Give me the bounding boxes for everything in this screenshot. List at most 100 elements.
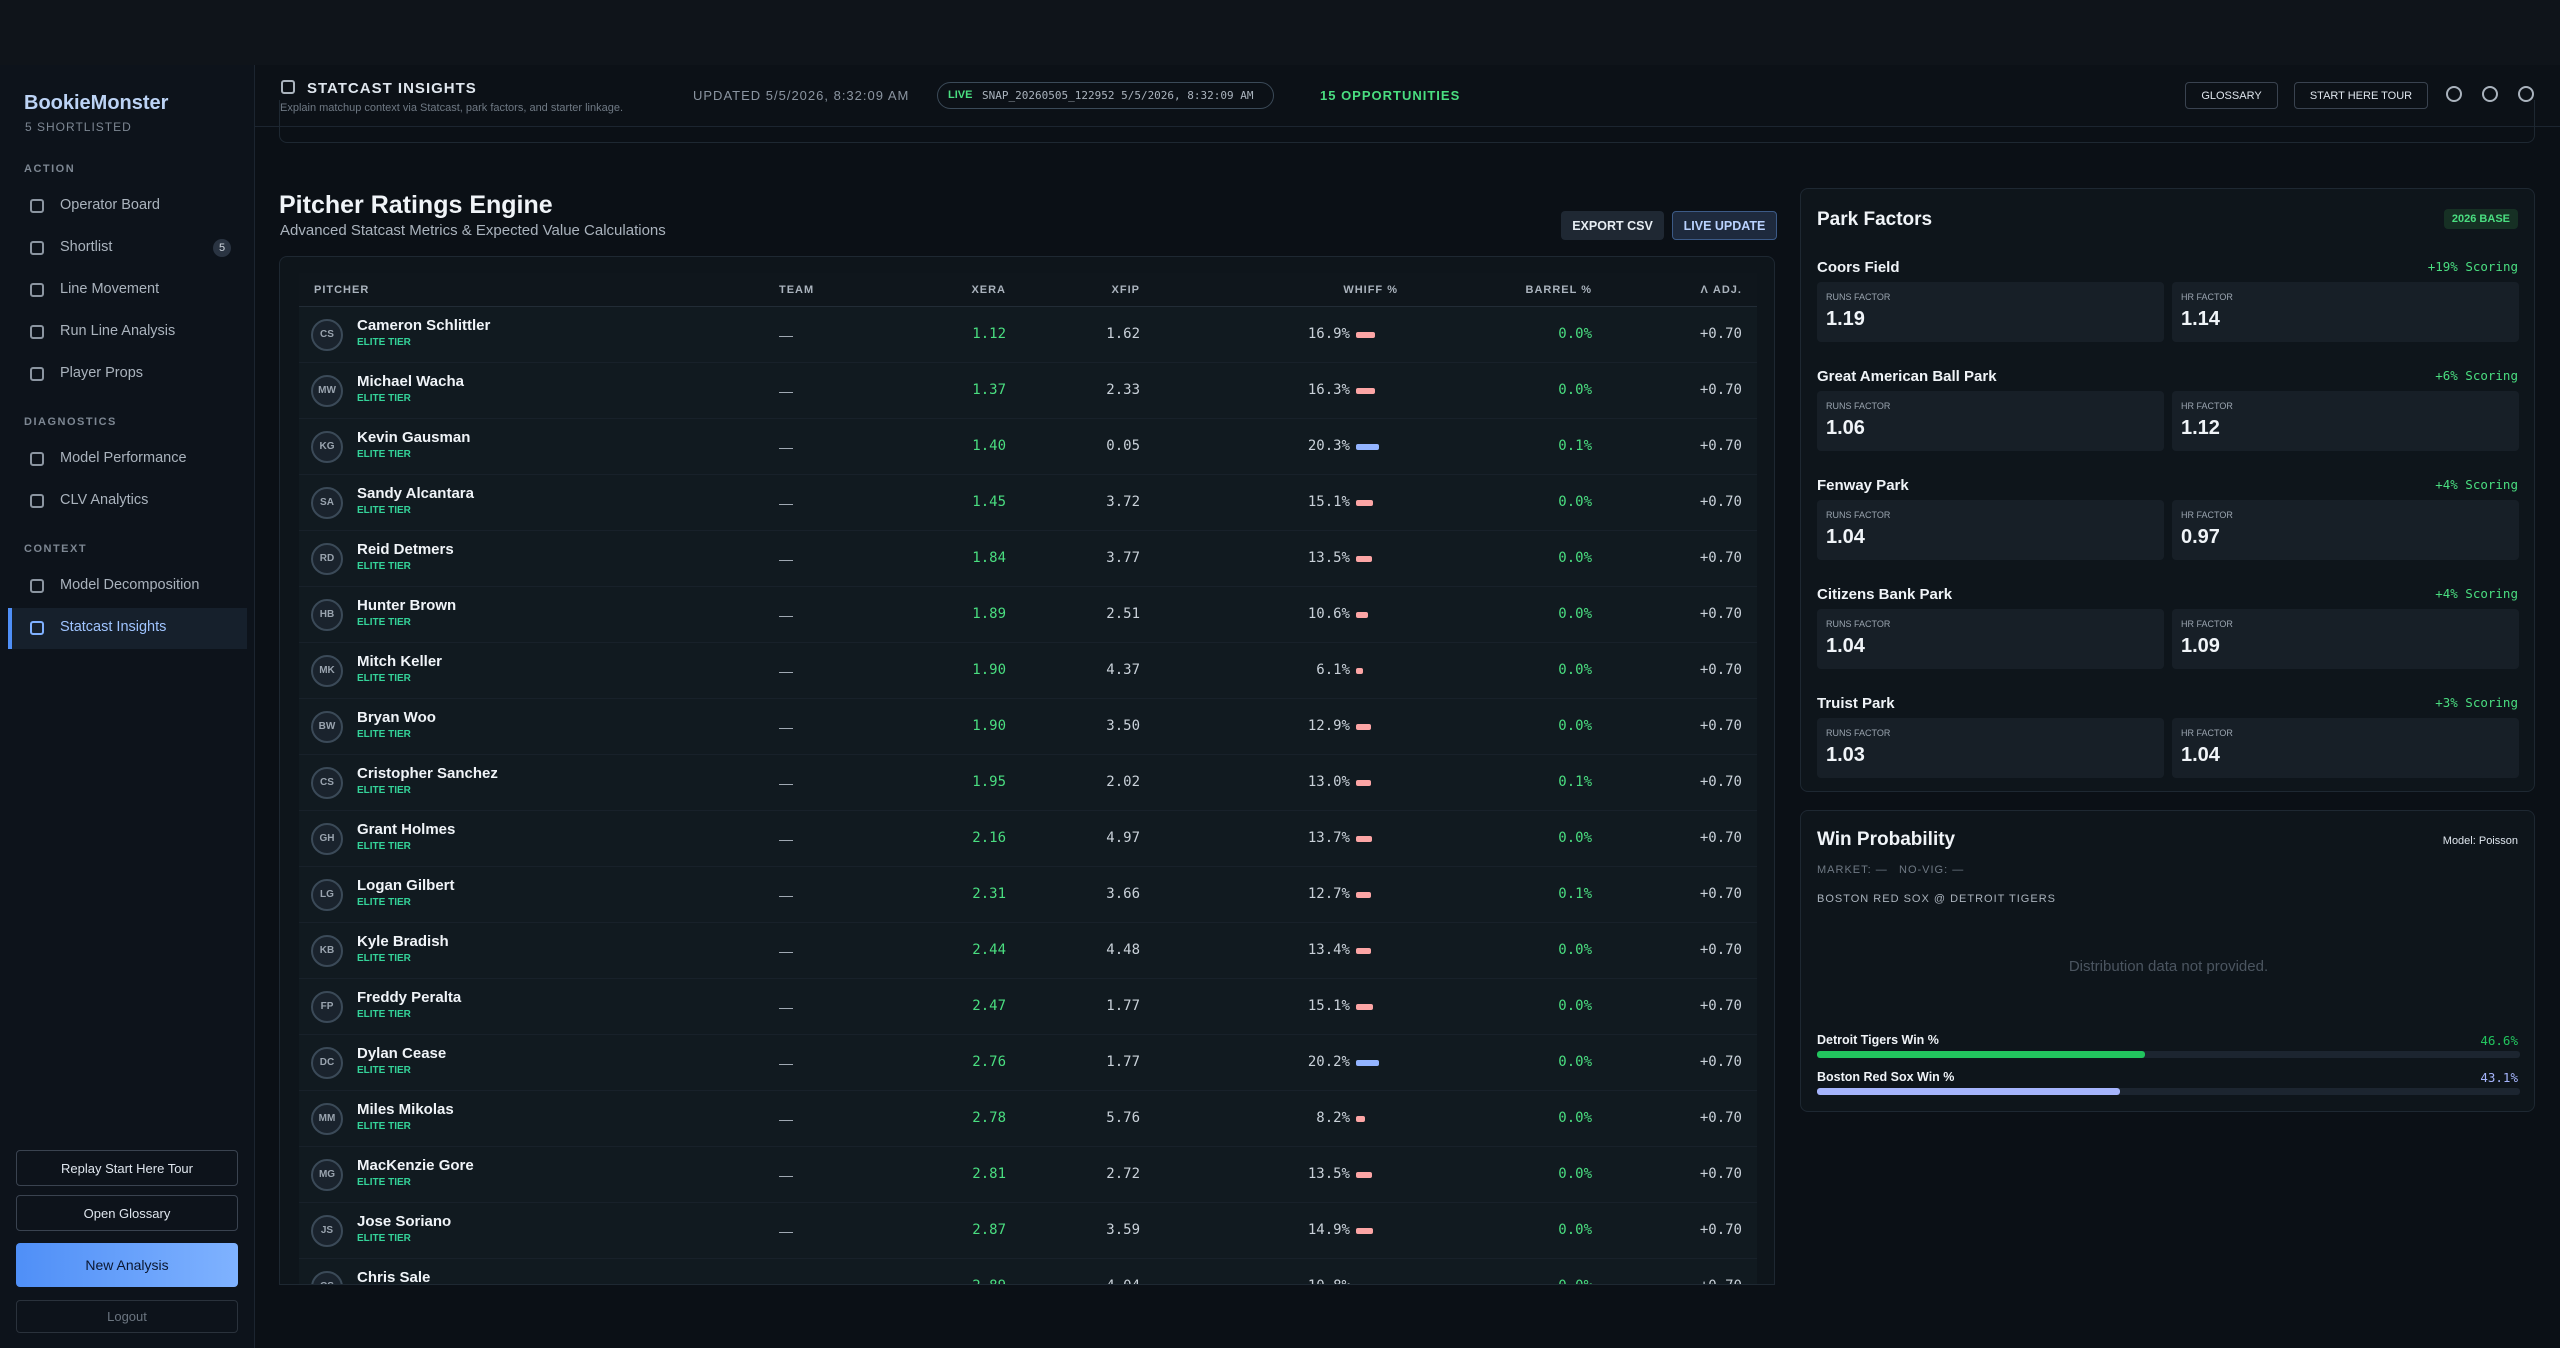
empty-state: Distribution data not provided. [2068,958,2269,975]
row[interactable] [299,307,1757,363]
column-header: WHIFF % [1343,284,1398,296]
team: — [779,383,793,399]
header-icon[interactable] [2518,86,2534,102]
pitcher-name: Chris Sale [357,1269,431,1285]
nav-item[interactable]: Operator Board [60,197,160,213]
xfip: 3.72 [1106,494,1140,510]
row[interactable] [299,755,1757,811]
icon [30,494,44,508]
row[interactable] [299,699,1757,755]
factor-value: 0.97 [2181,526,2220,548]
tier: ELITE TIER [357,729,411,740]
team: — [779,831,793,847]
row[interactable] [299,1203,1757,1259]
adjustment: +0.70 [1699,1054,1742,1070]
park-scoring: +4% Scoring [2435,477,2518,492]
tier: ELITE TIER [357,505,411,516]
row[interactable] [299,531,1757,587]
row[interactable] [299,475,1757,531]
tier: ELITE TIER [357,897,411,908]
barrel: 0.0% [1558,606,1592,622]
xfip: 3.77 [1106,550,1140,566]
nav-item[interactable]: Shortlist [60,239,113,255]
row[interactable] [299,811,1757,867]
tier: ELITE TIER [357,1121,411,1132]
nav-item[interactable]: Player Props [60,365,144,381]
adjustment: +0.70 [1699,438,1742,454]
xera: 2.81 [972,1166,1006,1182]
table-header [299,273,1757,307]
team: — [779,327,793,343]
whiff: 15.1% [1307,998,1350,1014]
sidebar-button[interactable]: New Analysis [16,1243,238,1287]
nav-item[interactable]: Run Line Analysis [60,323,176,339]
row[interactable] [299,363,1757,419]
row[interactable] [299,867,1757,923]
sidebar-button[interactable]: Logout [16,1300,238,1333]
factor-box: RUNS FACTOR 1.03 [1817,718,2164,778]
whiff-bar [1356,668,1363,674]
sidebar-button[interactable]: Replay Start Here Tour [16,1150,238,1186]
live-update-button[interactable]: LIVE UPDATE [1672,211,1777,240]
whiff: 20.3% [1307,438,1350,454]
whiff-bar [1356,500,1374,506]
opportunities: 15 OPPORTUNITIES [1320,88,1461,103]
park-scoring: +6% Scoring [2435,368,2518,383]
row[interactable] [299,419,1757,475]
team: — [779,1111,793,1127]
team: — [779,607,793,623]
bar-track [1817,1051,2520,1058]
header-icon[interactable] [2482,86,2498,102]
nav-item[interactable]: Model Performance [60,450,187,466]
market: MARKET: — [1817,864,1888,876]
row[interactable] [299,643,1757,699]
whiff-bar [1356,1116,1366,1122]
barrel: 0.1% [1558,438,1592,454]
pitcher-name: Bryan Woo [357,709,436,726]
nav-item[interactable]: Statcast Insights [60,619,167,635]
live-pill [937,82,1274,109]
row[interactable] [299,1035,1757,1091]
tour-button[interactable]: START HERE TOUR [2294,82,2428,109]
nav-item[interactable]: CLV Analytics [60,492,149,508]
export-button[interactable]: EXPORT CSV [1561,211,1664,240]
model: Model: Poisson [2442,835,2518,847]
row[interactable] [299,1091,1757,1147]
whiff: 13.0% [1307,774,1350,790]
avatar: GH [311,823,343,855]
header-icon[interactable] [2446,86,2462,102]
sidebar-button[interactable]: Open Glossary [16,1195,238,1231]
badge: 2026 BASE [2443,209,2518,229]
xera: 2.47 [972,998,1006,1014]
team: — [779,1167,793,1183]
win-bar [1817,1051,2145,1058]
whiff: 13.4% [1307,942,1350,958]
nav-item[interactable]: Line Movement [60,281,160,297]
xfip: 2.51 [1106,606,1140,622]
team: — [779,719,793,735]
updated: UPDATED 5/5/2026, 8:32:09 AM [693,88,910,103]
whiff-bar [1356,836,1372,842]
row[interactable] [299,587,1757,643]
column-header: Λ ADJ. [1700,284,1742,296]
barrel: 0.0% [1558,1166,1592,1182]
xfip: 3.50 [1106,718,1140,734]
row[interactable] [299,923,1757,979]
park-name: Citizens Bank Park [1817,586,1953,603]
avatar: KB [311,935,343,967]
team: — [779,663,793,679]
glossary-button[interactable]: GLOSSARY [2185,82,2278,109]
avatar: LG [311,879,343,911]
row[interactable] [299,979,1757,1035]
nav-item[interactable]: Model Decomposition [60,577,200,593]
factor-box: RUNS FACTOR 1.04 [1817,500,2164,560]
row[interactable] [299,1259,1757,1284]
team: — [779,1279,793,1284]
barrel: 0.0% [1558,830,1592,846]
page-title: STATCAST INSIGHTS [307,80,477,97]
row[interactable] [299,1147,1757,1203]
adjustment: +0.70 [1699,550,1742,566]
team-value: 43.1% [2480,1070,2518,1085]
park-name: Fenway Park [1817,477,1909,494]
xera: 2.44 [972,942,1006,958]
